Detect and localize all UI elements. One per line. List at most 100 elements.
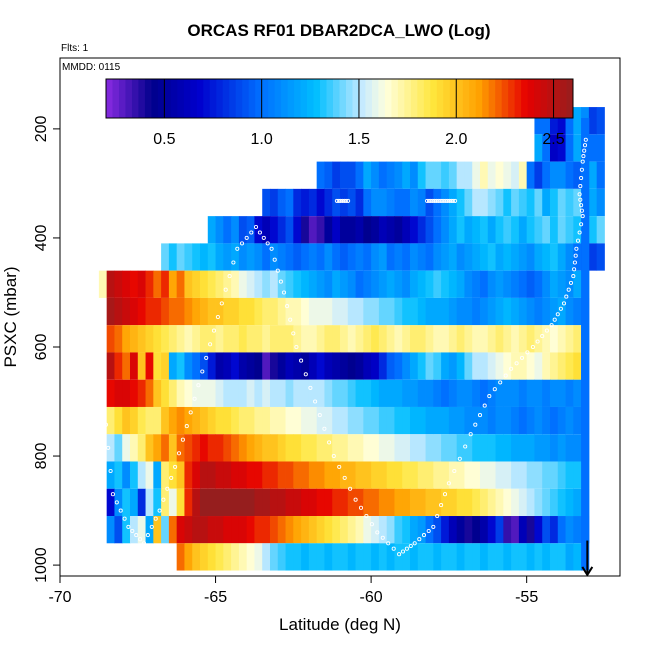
heatmap-cell [565, 107, 574, 135]
heatmap-cell [277, 434, 286, 462]
heatmap-cell [425, 434, 434, 462]
heatmap-cell [285, 543, 294, 571]
colorbar-tick-label: 1.5 [348, 131, 370, 148]
heatmap-cell [106, 488, 115, 517]
heatmap-cell [573, 516, 582, 544]
track-point [358, 505, 364, 510]
heatmap-cell [402, 325, 411, 353]
heatmap-cell [441, 434, 450, 462]
heatmap-cell [231, 243, 240, 271]
track-point [441, 198, 446, 203]
heatmap-cell [277, 543, 286, 571]
heatmap-cell [130, 516, 139, 544]
track-point [278, 279, 283, 284]
heatmap-cell [417, 434, 426, 462]
heatmap-cell [355, 488, 364, 517]
heatmap-cell [386, 406, 395, 435]
colorbar-segment [378, 79, 386, 118]
heatmap-cell [238, 297, 248, 326]
heatmap-cell [363, 297, 372, 326]
heatmap-cell [207, 270, 216, 298]
heatmap-cell [285, 243, 294, 271]
heatmap-cell [526, 325, 535, 353]
heatmap-cell [192, 243, 201, 271]
heatmap-cell [223, 243, 232, 271]
track-point [208, 342, 213, 347]
colorbar-segment [287, 79, 295, 118]
heatmap-cell [542, 379, 551, 407]
heatmap-cell [464, 325, 473, 353]
heatmap-cell [402, 379, 411, 407]
heatmap-cell [137, 516, 146, 544]
heatmap-cell [262, 379, 271, 407]
heatmap-cell [293, 243, 302, 271]
heatmap-cell [410, 352, 419, 380]
heatmap-cell [565, 161, 574, 189]
heatmap-cell [347, 379, 356, 407]
heatmap-cell [417, 216, 426, 244]
heatmap-cell [448, 543, 458, 571]
heatmap-cell [394, 434, 403, 462]
heatmap-cell [480, 379, 489, 407]
track-point [108, 468, 113, 474]
heatmap-cell [464, 461, 473, 489]
heatmap-cell [433, 216, 442, 244]
heatmap-cell [565, 352, 574, 380]
heatmap-cell [254, 461, 263, 489]
heatmap-cell [324, 270, 333, 298]
heatmap-cell [550, 270, 559, 298]
colorbar-segment [358, 79, 366, 118]
heatmap-cell [324, 379, 333, 407]
heatmap-cell [534, 216, 543, 244]
heatmap-cell [215, 434, 224, 462]
track-point [375, 530, 380, 535]
heatmap-cell [106, 270, 115, 298]
heatmap-cell [534, 134, 543, 162]
heatmap-cell [270, 325, 279, 353]
heatmap-cell [363, 243, 372, 271]
heatmap-cell [363, 406, 372, 435]
heatmap-cell [371, 352, 380, 380]
heatmap-cell [378, 488, 388, 517]
heatmap-cell [402, 516, 411, 544]
heatmap-cell [487, 325, 496, 353]
heatmap-cell [526, 297, 535, 326]
heatmap-cell [410, 161, 419, 189]
heatmap-cell [184, 461, 193, 489]
heatmap-cell [550, 434, 559, 462]
track-point [269, 246, 274, 251]
colorbar-segment [488, 79, 496, 118]
heatmap-cell [200, 543, 209, 571]
track-point [439, 198, 445, 203]
colorbar-segment [300, 79, 308, 118]
heatmap-cell [316, 352, 325, 380]
heatmap-cell [332, 270, 341, 298]
heatmap-cell [363, 352, 372, 380]
heatmap-cell [340, 297, 349, 326]
heatmap-cell [262, 406, 271, 435]
heatmap-cell [417, 243, 426, 271]
heatmap-cell [588, 188, 598, 217]
heatmap-cell [534, 243, 543, 271]
track-point [451, 198, 456, 203]
heatmap-cell [215, 379, 224, 407]
heatmap-cell [456, 325, 465, 353]
heatmap-cell [433, 543, 442, 571]
heatmap-cell [425, 325, 434, 353]
heatmap-cell [184, 243, 193, 271]
heatmap-cell [184, 352, 193, 380]
heatmap-cell [425, 406, 434, 435]
heatmap-cell [565, 379, 574, 407]
heatmap-cell [448, 461, 458, 489]
colorbar-tick-label: 0.5 [153, 131, 175, 148]
heatmap-cell [223, 297, 232, 326]
heatmap-cell [386, 216, 395, 244]
heatmap-cell [347, 406, 356, 435]
heatmap-cell [340, 543, 349, 571]
heatmap-cell [145, 488, 154, 517]
heatmap-cell [277, 270, 286, 298]
heatmap-cell [378, 352, 388, 380]
track-point [340, 198, 345, 203]
heatmap-cell [285, 516, 294, 544]
heatmap-cell [550, 188, 559, 217]
